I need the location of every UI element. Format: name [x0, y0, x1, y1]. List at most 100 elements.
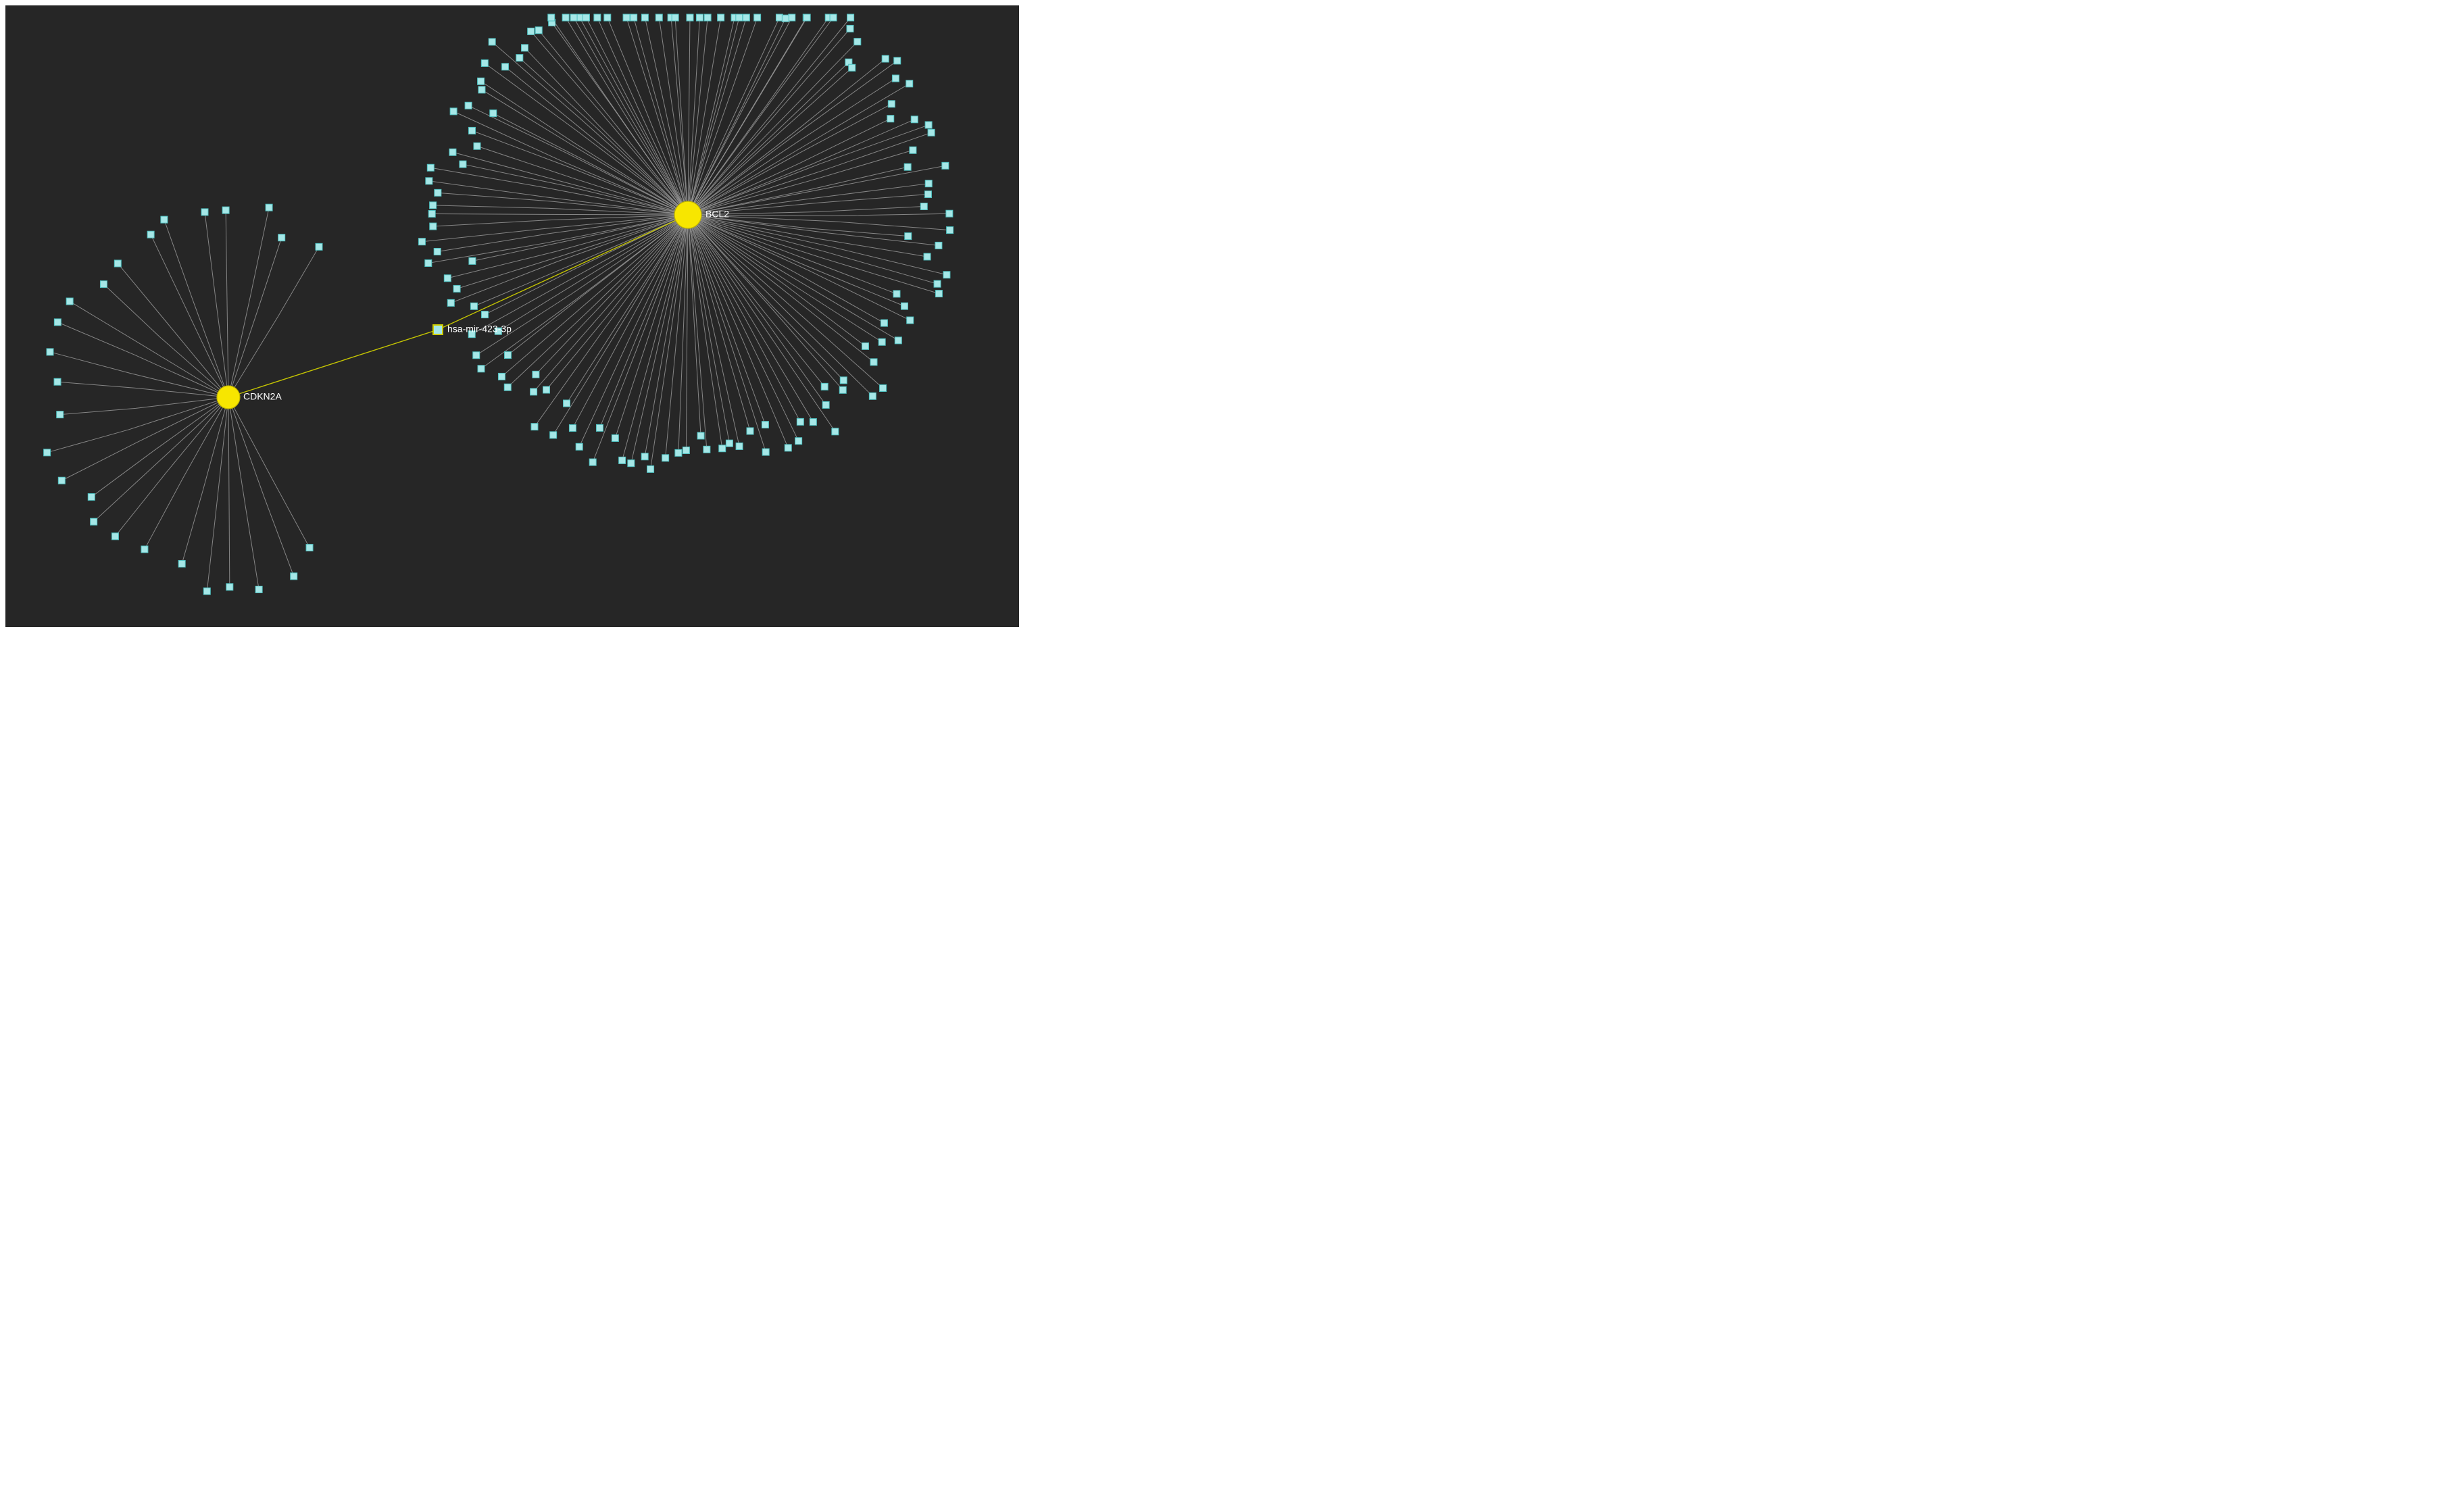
mirna-node[interactable] — [58, 477, 65, 484]
mirna-node[interactable] — [704, 14, 711, 21]
mirna-node[interactable] — [478, 86, 485, 93]
mirna-node[interactable] — [832, 428, 839, 435]
mirna-node[interactable] — [887, 116, 894, 122]
mirna-node[interactable] — [528, 28, 535, 34]
mirna-node[interactable] — [44, 449, 51, 456]
mirna-node[interactable] — [504, 352, 511, 359]
mirna-node[interactable] — [647, 465, 654, 472]
mirna-node[interactable] — [54, 319, 61, 326]
mirna-node[interactable] — [641, 453, 648, 460]
mirna-node[interactable] — [697, 432, 704, 439]
mirna-node[interactable] — [473, 352, 480, 359]
mirna-node[interactable] — [847, 14, 854, 21]
mirna-node[interactable] — [839, 386, 846, 393]
mirna-node[interactable] — [726, 440, 733, 447]
mirna-node[interactable] — [469, 127, 476, 134]
mirna-node[interactable] — [428, 210, 435, 217]
mirna-node[interactable] — [530, 388, 537, 395]
mirna-node[interactable] — [910, 147, 916, 153]
gene-hub-node[interactable] — [217, 386, 240, 409]
mirna-node[interactable] — [450, 108, 457, 115]
mirna-node[interactable] — [628, 460, 635, 467]
mirna-node[interactable] — [847, 25, 853, 32]
mirna-node[interactable] — [719, 445, 726, 452]
mirna-node[interactable] — [570, 14, 577, 21]
mirna-node[interactable] — [905, 233, 912, 240]
mirna-node[interactable] — [278, 234, 285, 241]
mirna-node[interactable] — [894, 57, 901, 64]
mirna-node[interactable] — [943, 272, 950, 278]
mirna-node[interactable] — [583, 14, 589, 21]
mirna-node[interactable] — [489, 39, 495, 45]
mirna-node[interactable] — [521, 45, 528, 51]
mirna-node[interactable] — [306, 545, 313, 551]
mirna-node[interactable] — [470, 303, 477, 309]
mirna-node[interactable] — [878, 338, 885, 345]
mirna-node[interactable] — [589, 459, 596, 465]
mirna-node[interactable] — [736, 14, 743, 21]
mirna-node[interactable] — [881, 320, 887, 326]
mirna-node[interactable] — [449, 149, 456, 155]
mirna-node[interactable] — [531, 424, 538, 430]
mirna-node[interactable] — [947, 227, 954, 234]
mirna-node[interactable] — [178, 560, 185, 567]
mirna-node[interactable] — [66, 298, 73, 305]
mirna-node[interactable] — [849, 64, 856, 71]
mirna-node[interactable] — [427, 164, 434, 171]
mirna-node[interactable] — [893, 291, 900, 297]
gene-hub-node[interactable] — [674, 201, 701, 228]
mirna-node[interactable] — [447, 299, 454, 306]
mirna-node[interactable] — [907, 317, 914, 324]
mirna-node[interactable] — [942, 162, 949, 169]
mirna-node[interactable] — [672, 14, 678, 21]
mirna-node[interactable] — [222, 207, 229, 213]
mirna-node[interactable] — [255, 586, 262, 593]
mirna-node[interactable] — [696, 14, 703, 21]
mirna-node[interactable] — [498, 373, 505, 380]
mirna-node[interactable] — [57, 411, 64, 418]
mirna-node[interactable] — [703, 446, 710, 453]
mirna-node[interactable] — [147, 231, 154, 238]
mirna-node[interactable] — [266, 204, 272, 211]
mirna-node[interactable] — [924, 253, 931, 260]
mirna-node[interactable] — [862, 343, 869, 349]
mirna-node[interactable] — [870, 359, 877, 366]
mirna-node[interactable] — [925, 180, 932, 187]
shared-mirna-node[interactable] — [433, 325, 443, 334]
mirna-node[interactable] — [928, 129, 935, 136]
mirna-node[interactable] — [54, 378, 61, 385]
mirna-node[interactable] — [747, 428, 753, 434]
mirna-node[interactable] — [687, 14, 693, 21]
mirna-node[interactable] — [502, 64, 509, 70]
mirna-node[interactable] — [141, 546, 148, 553]
mirna-node[interactable] — [548, 14, 555, 21]
mirna-node[interactable] — [935, 242, 942, 249]
mirna-node[interactable] — [478, 366, 485, 372]
mirna-node[interactable] — [161, 216, 168, 223]
mirna-node[interactable] — [683, 447, 689, 454]
mirna-node[interactable] — [736, 443, 743, 450]
mirna-node[interactable] — [920, 203, 927, 210]
mirna-node[interactable] — [901, 303, 908, 309]
mirna-node[interactable] — [662, 455, 669, 461]
mirna-node[interactable] — [112, 533, 118, 540]
mirna-node[interactable] — [596, 424, 603, 431]
mirna-node[interactable] — [762, 422, 768, 428]
mirna-node[interactable] — [630, 14, 637, 21]
mirna-node[interactable] — [906, 80, 913, 87]
mirna-node[interactable] — [641, 14, 648, 21]
mirna-node[interactable] — [925, 122, 932, 128]
mirna-node[interactable] — [550, 432, 557, 438]
mirna-node[interactable] — [892, 75, 899, 82]
mirna-node[interactable] — [911, 116, 918, 123]
mirna-node[interactable] — [504, 384, 511, 390]
mirna-node[interactable] — [743, 14, 749, 21]
mirna-node[interactable] — [490, 110, 497, 117]
mirna-node[interactable] — [91, 518, 97, 525]
mirna-node[interactable] — [430, 223, 437, 230]
mirna-node[interactable] — [854, 39, 861, 45]
mirna-node[interactable] — [880, 385, 887, 392]
mirna-node[interactable] — [830, 14, 837, 21]
mirna-node[interactable] — [821, 383, 828, 390]
mirna-node[interactable] — [924, 191, 931, 198]
